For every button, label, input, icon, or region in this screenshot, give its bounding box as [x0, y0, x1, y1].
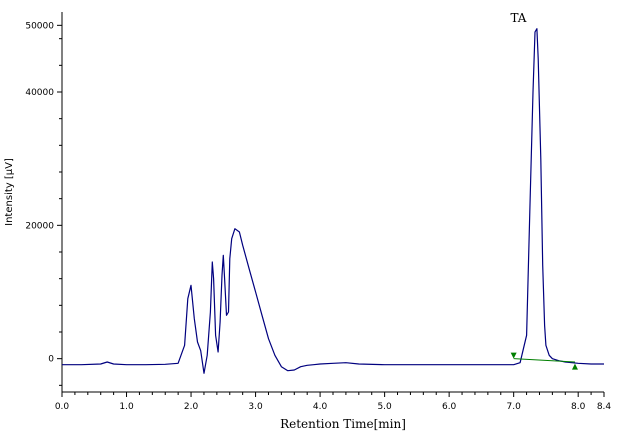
x-tick-label: 3.0	[248, 402, 263, 412]
x-axis-title: Retention Time[min]	[280, 417, 406, 431]
integration-baseline	[513, 358, 575, 363]
integration-marker	[510, 352, 517, 359]
x-tick-label: 7.0	[507, 402, 522, 412]
marker-layer	[510, 352, 578, 370]
y-tick-label: 0	[48, 355, 54, 365]
series-layer	[62, 28, 604, 374]
peak-annotation-ta: TA	[510, 11, 526, 25]
y-axis-title: Intensity [µV]	[4, 158, 15, 226]
x-tick-label: 2.0	[184, 402, 199, 412]
x-tick-label: 4.0	[313, 402, 328, 412]
y-tick-label: 20000	[25, 221, 54, 231]
x-tick-label: 8.4	[597, 402, 612, 412]
chromatogram-trace	[62, 28, 604, 374]
x-tick-label: 1.0	[119, 402, 134, 412]
x-tick-label: 5.0	[377, 402, 392, 412]
x-tick-label: 6.0	[442, 402, 457, 412]
axes-layer: 0.0 1.0 2.0 3.0 4.0 5.0 6.0 7.0 8.0 8.4 0 20000 4000…	[25, 12, 611, 412]
x-tick-label: 0.0	[55, 402, 70, 412]
integration-marker	[571, 363, 578, 370]
y-tick-label: 40000	[25, 88, 54, 98]
y-tick-label: 50000	[25, 21, 54, 31]
x-tick-label: 8.0	[571, 402, 586, 412]
